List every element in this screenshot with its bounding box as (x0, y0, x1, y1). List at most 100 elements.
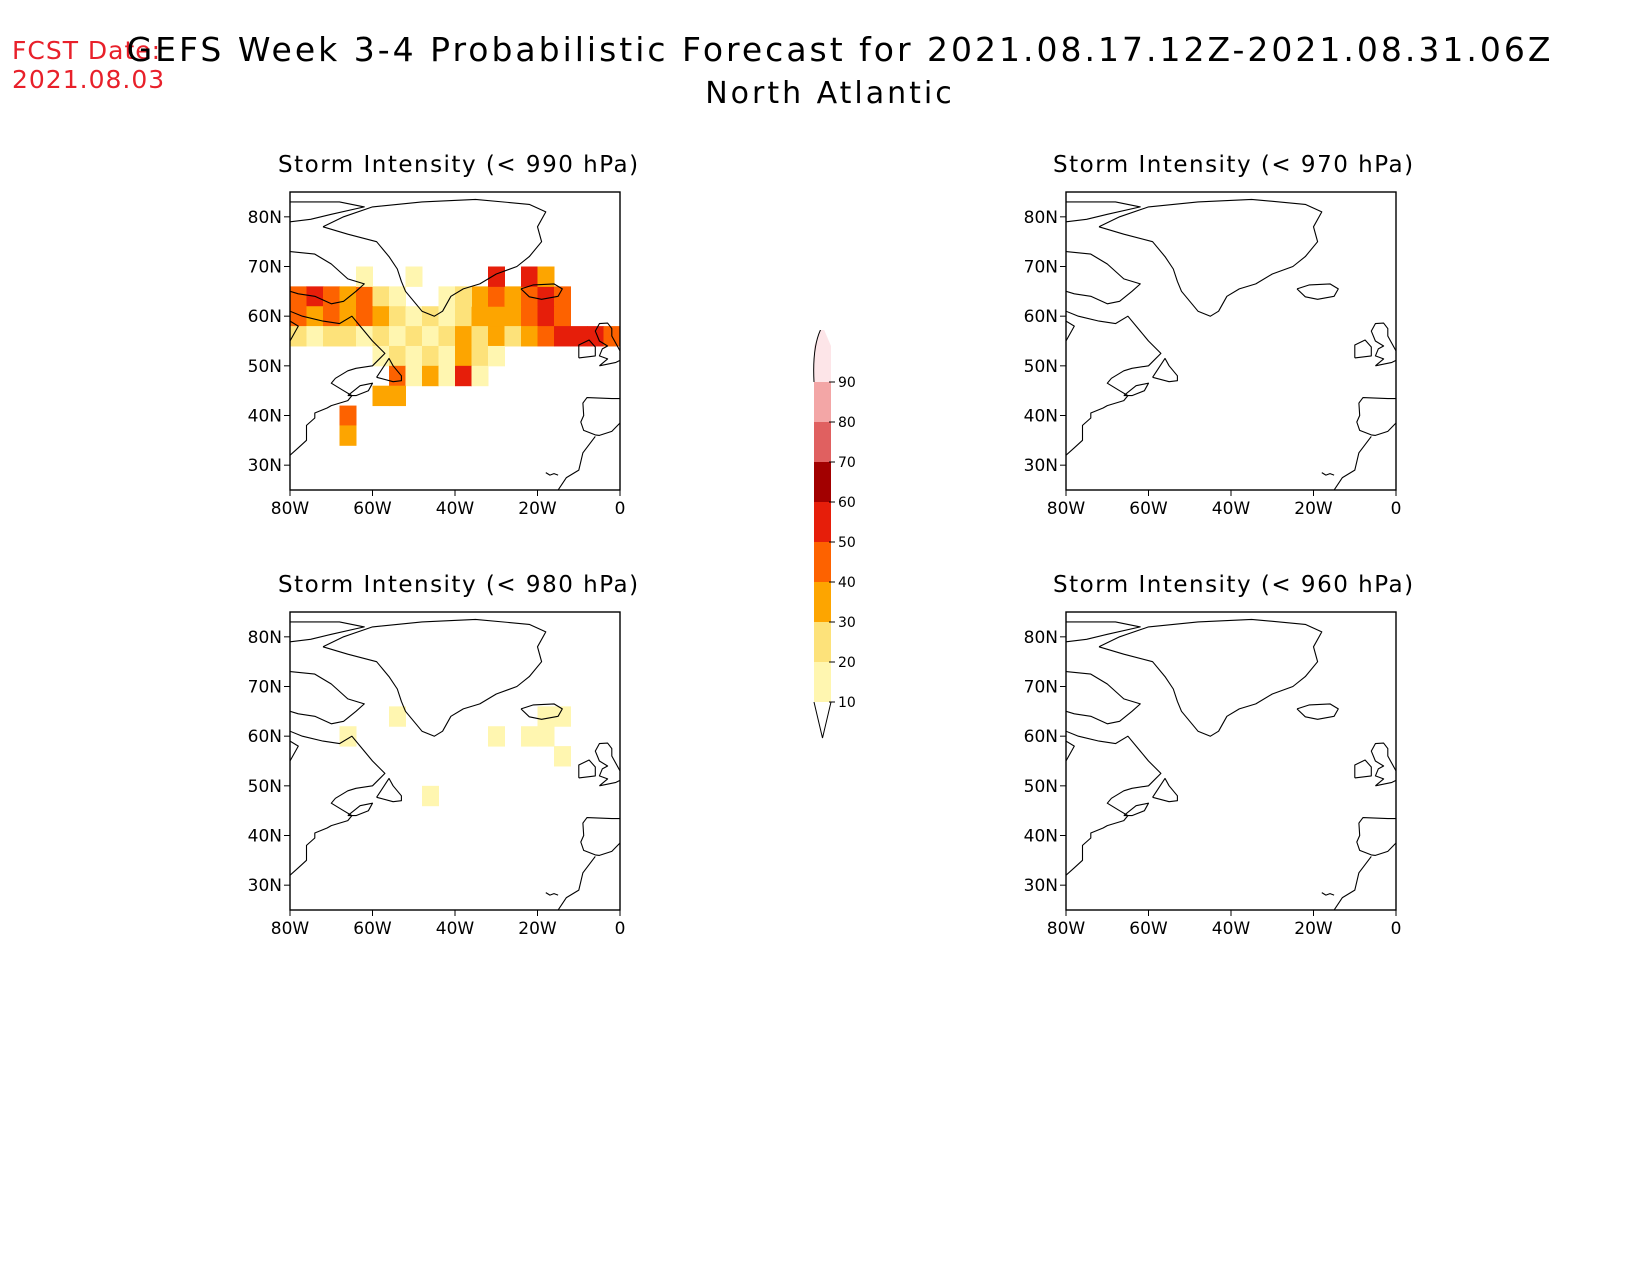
map-panel-970: 80N 70N 60N 50N 40N 30N 80W 60W 40W 20W 0 (1024, 191, 1402, 519)
coastline-canaries (1321, 892, 1335, 896)
lat-tick-label: 80N (1024, 628, 1058, 648)
coastline-africa (1333, 856, 1372, 910)
probability-cell (537, 726, 555, 747)
probability-cell (471, 326, 489, 347)
lon-tick-label: 80W (271, 919, 310, 939)
colorbar: 10 20 30 40 50 60 70 80 90 (813, 330, 856, 739)
lat-tick-label: 50N (1024, 777, 1058, 797)
coastline-labrador (290, 310, 386, 456)
colorbar-label: 40 (838, 575, 856, 591)
panel-title-980: Storm Intensity (< 980 hPa) (278, 572, 640, 598)
lat-tick-label: 30N (248, 876, 282, 896)
coastline-baffin (1066, 671, 1141, 725)
coastline-iberia (580, 817, 620, 856)
coastline-greenland (1098, 198, 1323, 317)
lon-tick-label: 80W (1047, 499, 1086, 519)
lat-tick-label: 50N (1024, 357, 1058, 377)
probability-cell (389, 345, 406, 367)
lon-tick-label: 0 (1391, 919, 1402, 939)
coastline-uk (1370, 322, 1396, 367)
lon-tick-label: 0 (1391, 499, 1402, 519)
colorbar-swatch (814, 542, 831, 582)
lon-tick-label: 20W (518, 499, 557, 519)
lat-tick-label: 40N (1024, 407, 1058, 427)
lon-tick-label: 40W (436, 499, 475, 519)
lon-tick-label: 20W (1294, 499, 1333, 519)
coastline-africa (557, 436, 596, 490)
lat-tick-label: 70N (1024, 678, 1058, 698)
lat-tick-label: 60N (1024, 307, 1058, 327)
lon-tick-label: 80W (1047, 919, 1086, 939)
probability-cell (290, 286, 307, 307)
lon-tick-label: 60W (353, 499, 392, 519)
coastline-africa (1333, 436, 1372, 490)
colorbar-label: 80 (838, 415, 856, 431)
probability-cell (537, 326, 555, 347)
probability-cell (455, 365, 472, 387)
lat-tick-label: 60N (248, 307, 282, 327)
probability-cell (504, 326, 522, 347)
probability-cell (405, 306, 423, 327)
colorbar-swatch (814, 462, 831, 502)
probability-cell (537, 306, 555, 327)
probability-cell (422, 306, 439, 327)
probability-cell (306, 306, 324, 327)
probability-cell (405, 345, 423, 367)
coastline-ellesmere (290, 621, 365, 643)
probability-cell (339, 326, 357, 347)
coastline-uk (1370, 742, 1396, 787)
probability-cell (290, 306, 307, 327)
probability-cell (405, 266, 423, 287)
coastline-canaries (545, 472, 559, 476)
lat-tick-label: 40N (248, 407, 282, 427)
map-frame (1065, 611, 1397, 911)
lon-tick-label: 20W (518, 919, 557, 939)
probability-cell (554, 326, 571, 347)
probability-cell (537, 286, 555, 307)
lat-tick-label: 70N (1024, 258, 1058, 278)
coastline-uk (594, 322, 620, 367)
fcst-date: 2021.08.03 (12, 65, 166, 94)
lat-tick-label: 60N (1024, 727, 1058, 747)
coastline-hudson (290, 320, 299, 342)
coastline-hudson (1066, 320, 1075, 342)
coastline-labrador (290, 730, 386, 876)
probability-cell (488, 345, 505, 367)
coastline-labrador (1066, 730, 1162, 876)
probability-cell (389, 306, 406, 327)
lat-tick-label: 30N (1024, 456, 1058, 476)
probability-cell (405, 326, 423, 347)
coastline-greenland (322, 198, 547, 317)
probability-cell (455, 286, 472, 307)
lon-tick-label: 0 (615, 919, 626, 939)
probability-cell (471, 345, 489, 367)
lat-tick-label: 30N (1024, 876, 1058, 896)
colorbar-label: 20 (838, 655, 856, 671)
probability-cell (521, 306, 538, 327)
probability-cell (438, 306, 456, 327)
lat-tick-label: 40N (248, 827, 282, 847)
coastline-iceland (520, 703, 563, 720)
probability-cell (339, 286, 357, 307)
probability-cell (488, 266, 505, 287)
probability-cell (504, 306, 522, 327)
coastline-ireland (578, 759, 596, 779)
probability-cell (554, 306, 571, 327)
probability-cell (372, 286, 390, 307)
probability-cell (339, 726, 357, 747)
probability-cell (471, 365, 489, 387)
lat-tick-label: 80N (1024, 208, 1058, 228)
coastline-novascotia (347, 382, 374, 397)
colorbar-swatch (814, 662, 831, 702)
panel-title-990: Storm Intensity (< 990 hPa) (278, 152, 640, 178)
coastline-iberia (580, 397, 620, 436)
probability-cell (356, 286, 373, 307)
probability-cell (554, 746, 571, 767)
lat-tick-label: 50N (248, 777, 282, 797)
lon-tick-label: 40W (436, 919, 475, 939)
coastline-ireland (1354, 759, 1372, 779)
probability-cell (587, 326, 604, 347)
probability-cell (356, 306, 373, 327)
probability-cell (504, 286, 522, 307)
probability-cell (306, 326, 324, 347)
